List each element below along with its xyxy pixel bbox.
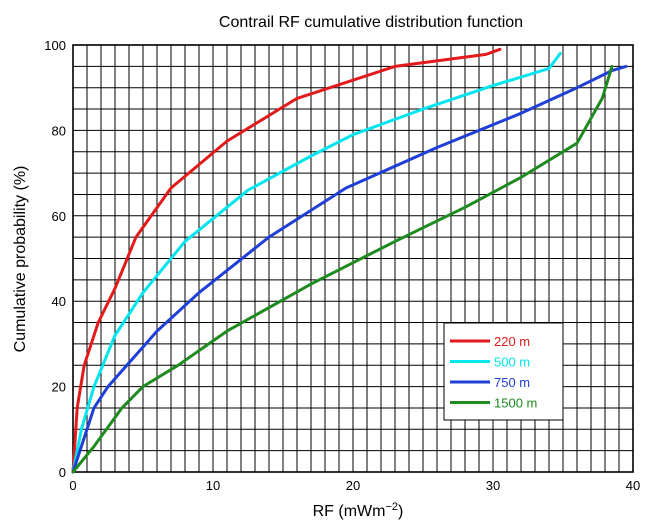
series-line-220-m <box>71 47 502 474</box>
legend-label: 750 m <box>494 375 530 390</box>
legend-label: 220 m <box>494 334 530 349</box>
y-tick-label: 40 <box>52 294 66 309</box>
x-tick-label: 0 <box>69 478 76 493</box>
x-tick-label: 20 <box>346 478 360 493</box>
y-tick-label: 100 <box>44 38 66 53</box>
chart-title: Contrail RF cumulative distribution func… <box>219 14 523 31</box>
y-tick-label: 20 <box>52 380 66 395</box>
series-line-1500-m <box>71 64 614 474</box>
x-axis-label: RF (mWm−2) <box>313 501 404 520</box>
y-tick-label: 60 <box>52 209 66 224</box>
series-line-500-m <box>71 52 562 474</box>
legend-label: 1500 m <box>494 396 537 411</box>
x-tick-label: 30 <box>486 478 500 493</box>
x-tick-label: 10 <box>206 478 220 493</box>
legend: 220 m 500 m 750 m 1500 m <box>443 322 564 421</box>
axis-ticks: 0 10 20 30 40 0 20 40 60 80 100 <box>44 38 640 493</box>
y-tick-label: 80 <box>52 123 66 138</box>
x-axis-label-suffix: ) <box>398 503 403 520</box>
series-line-750-m <box>71 64 628 474</box>
y-tick-label: 0 <box>59 465 66 480</box>
y-axis-label: Cumulative probability (%) <box>12 166 29 353</box>
x-axis-label-text: RF (mWm <box>313 503 386 520</box>
plot-frame <box>72 44 634 473</box>
x-tick-label: 40 <box>626 478 640 493</box>
x-axis-label-superscript: −2 <box>385 501 398 513</box>
legend-label: 500 m <box>494 355 530 370</box>
series-lines <box>71 47 628 474</box>
